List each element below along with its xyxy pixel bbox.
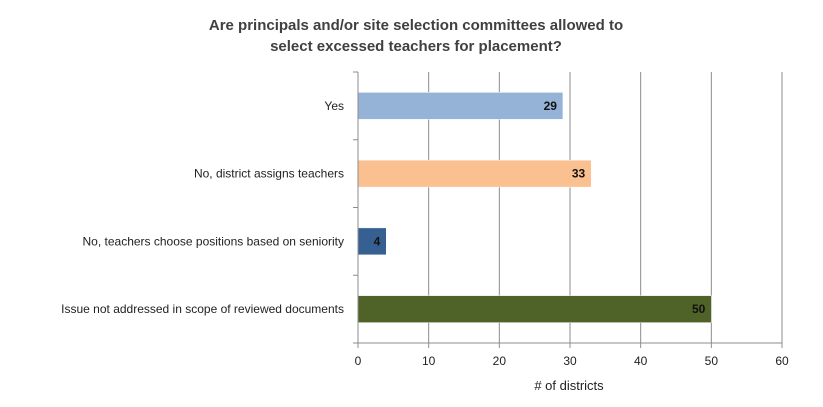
chart-title-line-2: select excessed teachers for placement? (270, 38, 562, 55)
x-tick-label: 30 (563, 354, 577, 368)
bar (357, 92, 564, 120)
data-label: 4 (374, 234, 381, 248)
bar (357, 295, 712, 323)
data-label: 50 (692, 302, 706, 316)
x-axis-title: # of districts (534, 378, 604, 393)
category-label: No, teachers choose positions based on s… (83, 234, 345, 248)
x-tick-label: 20 (493, 354, 507, 368)
bar (357, 159, 592, 188)
x-tick-label: 50 (705, 354, 719, 368)
x-tick-label: 60 (775, 354, 789, 368)
category-label: No, district assigns teachers (194, 167, 344, 181)
x-tick-label: 0 (355, 354, 362, 368)
axes: 0 10 20 30 40 50 60 Yes No, district assigns tea… (61, 71, 789, 368)
chart-title-line-1: Are principals and/or site selection com… (209, 17, 623, 34)
data-label: 29 (544, 99, 558, 113)
category-label: Yes (324, 99, 344, 113)
bar (357, 227, 387, 256)
data-label: 33 (572, 167, 586, 181)
category-label: Issue not addressed in scope of reviewed… (61, 302, 344, 316)
bars: 29 33 4 50 (357, 92, 712, 323)
x-tick-label: 10 (422, 354, 436, 368)
x-tick-label: 40 (634, 354, 648, 368)
